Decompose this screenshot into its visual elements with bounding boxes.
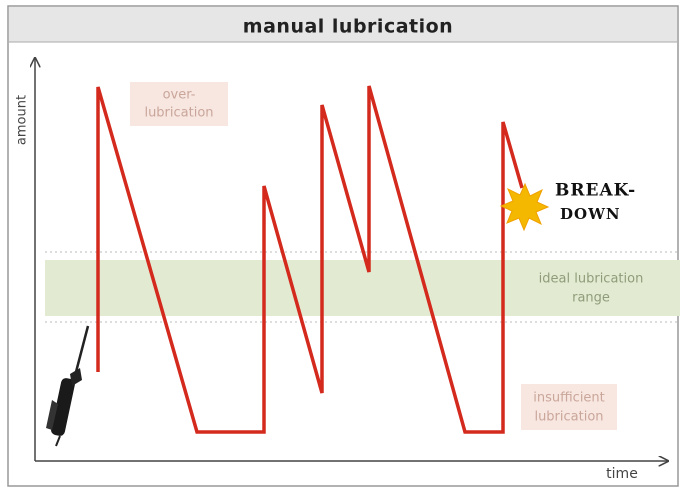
over-label: over-: [163, 88, 196, 103]
title: manual lubrication: [243, 16, 453, 38]
title-bar: [9, 7, 677, 42]
breakdown-label: BREAK-: [555, 181, 636, 201]
grease-gun-icon: [46, 325, 90, 447]
insufficient-label: insufficient: [533, 391, 605, 406]
amount-curve: [96, 85, 524, 434]
ideal-label: ideal lubrication: [539, 272, 644, 287]
over-label: lubrication: [144, 106, 213, 121]
breakdown-star: [499, 182, 550, 232]
x-axis-label: time: [606, 466, 638, 482]
ideal-label: range: [572, 291, 610, 306]
insufficient-label: lubrication: [534, 410, 603, 425]
insufficient-box: [521, 384, 617, 430]
over-box: [130, 82, 228, 126]
breakdown-label: DOWN: [560, 205, 621, 223]
ideal-band: [45, 260, 680, 316]
y-axis-label: amount: [15, 95, 30, 145]
